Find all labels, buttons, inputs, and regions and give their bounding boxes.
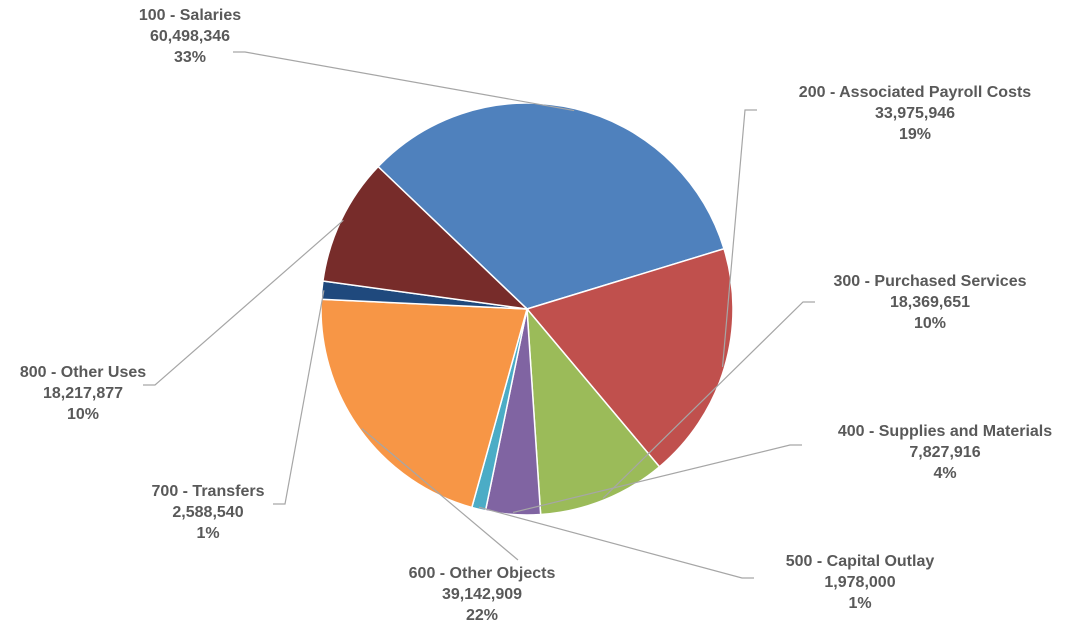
label-value: 18,217,877 (43, 385, 123, 402)
label-value: 1,978,000 (824, 574, 895, 591)
label-category: 700 - Transfers (152, 483, 265, 500)
pie-slices (320, 102, 734, 516)
label-percent: 33% (174, 49, 206, 66)
pie-slice-800-other-uses (322, 165, 530, 311)
label-category: 200 - Associated Payroll Costs (799, 84, 1031, 101)
leader-line-800-other-uses (143, 219, 344, 386)
label-percent: 19% (899, 126, 931, 143)
data-label-600-other-objects: 600 - Other Objects 39,142,909 22% (409, 565, 556, 624)
data-label-500-capital-outlay: 500 - Capital Outlay 1,978,000 1% (786, 553, 935, 612)
pie-slice-300-purchased-services (526, 306, 661, 516)
leader-line-400-supplies-and-materials (512, 444, 802, 514)
label-category: 300 - Purchased Services (833, 273, 1026, 290)
label-category: 600 - Other Objects (409, 565, 556, 582)
data-label-300-purchased-services: 300 - Purchased Services 18,369,651 10% (833, 273, 1026, 332)
label-value: 7,827,916 (909, 444, 980, 461)
pie-slice-200-associated-payroll-costs (525, 247, 734, 468)
label-percent: 22% (466, 607, 498, 624)
leader-line-100-salaries (233, 51, 575, 112)
data-labels: 100 - Salaries 60,498,346 33% 200 - Associa… (20, 7, 1052, 624)
leader-line-500-capital-outlay (478, 506, 754, 579)
leader-line-600-other-objects (361, 428, 519, 561)
label-percent: 10% (914, 315, 946, 332)
leader-line-300-purchased-services (602, 301, 815, 499)
pie-slice-100-salaries (377, 102, 725, 310)
label-category: 400 - Supplies and Materials (838, 423, 1052, 440)
label-category: 800 - Other Uses (20, 364, 146, 381)
data-label-400-supplies-and-materials: 400 - Supplies and Materials 7,827,916 4% (838, 423, 1052, 482)
label-percent: 1% (196, 525, 219, 542)
data-label-200-associated-payroll-costs: 200 - Associated Payroll Costs 33,975,946… (799, 84, 1031, 143)
leader-line-700-transfers (273, 290, 325, 505)
leader-line-200-associated-payroll-costs (721, 109, 757, 367)
label-value: 2,588,540 (172, 504, 243, 521)
leader-lines (143, 51, 815, 579)
label-category: 100 - Salaries (139, 7, 241, 24)
label-percent: 1% (848, 595, 871, 612)
label-value: 39,142,909 (442, 586, 522, 603)
label-value: 60,498,346 (150, 28, 230, 45)
data-label-700-transfers: 700 - Transfers 2,588,540 1% (152, 483, 265, 542)
data-label-800-other-uses: 800 - Other Uses 18,217,877 10% (20, 364, 146, 423)
label-percent: 4% (933, 465, 956, 482)
data-label-100-salaries: 100 - Salaries 60,498,346 33% (139, 7, 241, 66)
label-percent: 10% (67, 406, 99, 423)
label-value: 18,369,651 (890, 294, 970, 311)
label-value: 33,975,946 (875, 105, 955, 122)
label-category: 500 - Capital Outlay (786, 553, 935, 570)
